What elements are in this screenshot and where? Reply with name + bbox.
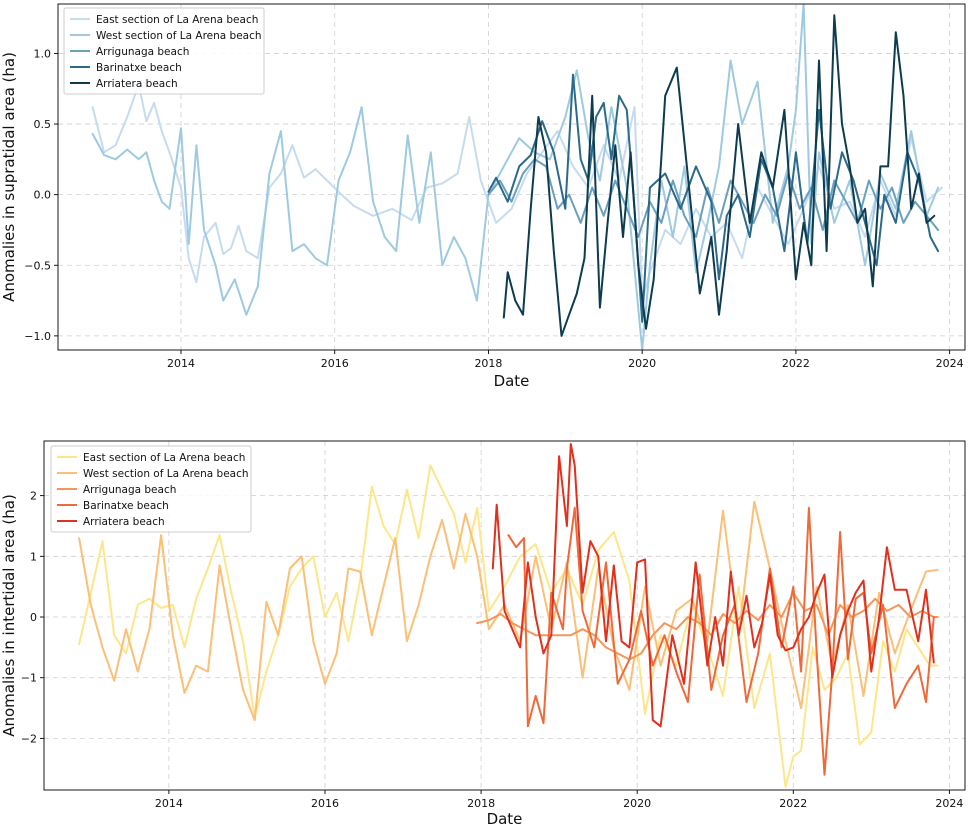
x-tick-label: 2020 <box>628 357 656 370</box>
legend-label: Arrigunaga beach <box>96 46 189 58</box>
supratidal-chart-panel: 2014 2016 2018 2020 2022 2024 −1.0 −0.5 0.0 0.5 1.… <box>0 3 966 390</box>
x-tick-label: 2022 <box>779 797 807 810</box>
series-line-arriatera-beach <box>491 443 935 728</box>
intertidal-chart-panel: 2014 2016 2018 2020 2022 2024 −2 −1 0 1 2 Date Anoma… <box>0 440 966 827</box>
legend-label: Arrigunaga beach <box>83 484 176 496</box>
series-line-arriatera-beach <box>502 14 936 337</box>
legend-label: East section of La Arena beach <box>96 14 258 26</box>
legend-label: East section of La Arena beach <box>83 452 245 464</box>
legend-box <box>63 7 265 95</box>
legend-label: West section of La Arena beach <box>83 468 249 480</box>
series-line-east-section-of-la-arena-beach <box>78 464 939 788</box>
x-tick-label: 2024 <box>936 357 964 370</box>
x-tick-label: 2016 <box>311 797 339 810</box>
y-tick-label: −1 <box>21 672 37 685</box>
series-line-west-section-of-la-arena-beach <box>78 500 939 722</box>
x-tick-label: 2016 <box>321 357 349 370</box>
y-tick-label: −0.5 <box>24 259 51 272</box>
y-tick-label: 1.0 <box>34 47 52 60</box>
legend-label: Barinatxe beach <box>83 500 169 512</box>
x-axis-title: Date <box>487 810 523 827</box>
legend-label: Arriatera beach <box>83 516 165 528</box>
legend-box <box>50 445 252 533</box>
y-tick-label: −1.0 <box>24 330 51 343</box>
y-tick-label: 0 <box>30 611 37 624</box>
y-tick-label: 0.5 <box>34 118 52 131</box>
x-tick-label: 2022 <box>782 357 810 370</box>
legend: East section of La Arena beach West secti… <box>50 445 252 533</box>
y-axis-title: Anomalies in intertidal area (ha) <box>0 494 18 737</box>
y-axis-title: Anomalies in supratidal area (ha) <box>0 52 18 302</box>
series-group <box>91 4 943 350</box>
series-line-barinatxe-beach <box>507 506 935 776</box>
x-tick-label: 2014 <box>167 357 195 370</box>
series-line-barinatxe-beach <box>487 73 940 323</box>
axes-frame <box>57 3 966 351</box>
x-tick-label: 2018 <box>467 797 495 810</box>
y-tick-label: 0.0 <box>34 189 52 202</box>
y-tick-label: 2 <box>30 490 37 503</box>
x-tick-label: 2024 <box>935 797 963 810</box>
x-axis-title: Date <box>494 372 530 390</box>
axes-frame <box>43 440 966 791</box>
series-line-east-section-of-la-arena-beach <box>91 83 943 302</box>
legend-label: West section of La Arena beach <box>96 30 262 42</box>
x-tick-label: 2014 <box>155 797 183 810</box>
y-tick-label: 1 <box>30 550 37 563</box>
series-group <box>78 443 939 788</box>
legend-label: Barinatxe beach <box>96 62 182 74</box>
legend: East section of La Arena beach West secti… <box>63 7 265 95</box>
x-tick-label: 2020 <box>623 797 651 810</box>
legend-label: Arriatera beach <box>96 78 178 90</box>
y-tick-label: −2 <box>21 732 37 745</box>
x-tick-label: 2018 <box>474 357 502 370</box>
